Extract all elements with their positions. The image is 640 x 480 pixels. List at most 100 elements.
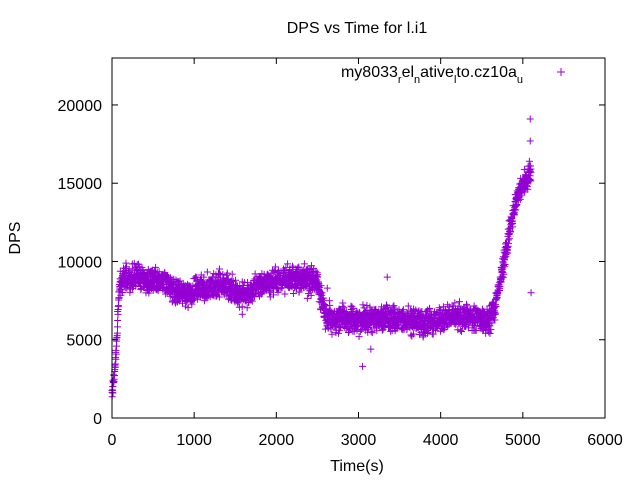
y-tick-label: 20000 [58,98,103,115]
data-point [271,263,279,271]
data-point [367,328,375,336]
data-point [441,324,449,332]
data-point [239,281,247,289]
data-point [300,260,308,268]
data-point [317,290,325,298]
legend-part: to.cz10a [456,64,517,81]
data-point [238,303,246,311]
data-point [524,185,532,193]
data-point [203,268,211,276]
data-point [332,322,340,330]
x-axis-label: Time(s) [330,458,384,475]
legend-subscript: n [414,74,420,86]
data-point [526,115,534,123]
legend-marker-plus-path [557,68,565,76]
data-point [349,305,357,313]
data-point [223,269,231,277]
x-tick-label: 3000 [341,432,377,449]
data-point [294,264,302,272]
data-point [110,371,118,379]
data-point [368,329,376,337]
data-point [492,303,500,311]
data-point [312,267,320,275]
x-tick-label: 2000 [259,432,295,449]
data-point [367,345,375,353]
data-point [340,304,348,312]
data-point [251,270,259,278]
data-point [458,327,466,335]
y-tick-label: 10000 [58,254,103,271]
y-tick-label: 5000 [66,333,102,350]
data-point [505,239,513,247]
data-point [289,290,297,298]
data-point [456,298,464,306]
x-tick-label: 6000 [587,432,623,449]
data-point [527,177,535,185]
data-point [504,249,512,257]
data-point [373,327,381,335]
legend-part: my8033 [341,64,398,81]
data-point [320,300,328,308]
data-point [126,288,134,296]
data-point [109,389,117,397]
data-point [215,265,223,273]
data-point [243,304,251,312]
data-point [501,260,509,268]
data-point [424,328,432,336]
data-point [387,327,395,335]
x-tick-label: 0 [108,432,117,449]
data-point [499,274,507,282]
data-point [244,278,252,286]
data-point [303,294,311,302]
x-tick-label: 1000 [176,432,212,449]
legend-subscript: r [398,74,402,86]
data-point [234,299,242,307]
data-point [122,259,130,267]
chart-title: DPS vs Time for l.i1 [287,20,428,37]
data-point [152,263,160,271]
legend-subscript: u [517,74,523,86]
data-point [114,317,122,325]
data-point [118,288,126,296]
legend: my8033relnativelto.cz10au [341,64,565,86]
data-point [525,157,533,165]
data-point [500,261,508,269]
data-point [404,302,412,310]
data-point [184,304,192,312]
y-tick-label: 0 [93,411,102,428]
data-point [228,270,236,278]
data-point [282,264,290,272]
data-point [130,259,138,267]
x-tick-label: 5000 [505,432,541,449]
data-point [486,330,494,338]
data-point [274,288,282,296]
data-point [277,284,285,292]
data-point [295,288,303,296]
data-point [348,303,356,311]
data-point [357,325,365,333]
data-point [509,219,517,227]
data-point [328,330,336,338]
data-point [472,326,480,334]
data-point [355,333,363,341]
data-point [487,326,495,334]
data-point [307,291,315,299]
data-point [456,326,464,334]
data-point [284,260,292,268]
data-point [335,329,343,337]
data-point [527,169,535,177]
data-point [138,263,146,271]
data-point [492,309,500,317]
y-tick-label: 15000 [58,176,103,193]
data-point [306,287,314,295]
legend-marker-plus [557,68,565,76]
data-point [500,270,508,278]
data-point [526,137,534,145]
data-point [113,329,121,337]
data-point [366,303,374,311]
data-point [359,362,367,370]
data-point [248,297,256,305]
data-point [270,268,278,276]
x-tick-label: 4000 [423,432,459,449]
